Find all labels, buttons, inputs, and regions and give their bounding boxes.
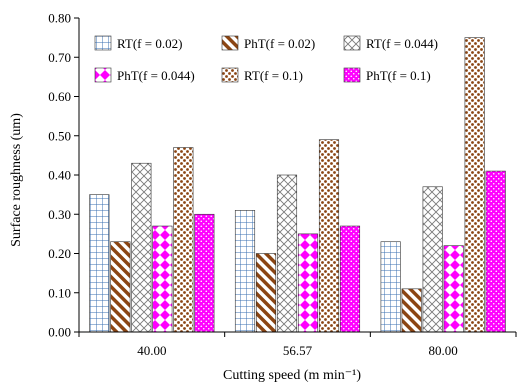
bar [131,162,152,333]
legend-swatch [221,67,239,83]
legend-swatch [94,67,112,83]
y-tick-label: 0.20 [48,246,71,261]
bar [234,210,256,333]
y-tick-label: 0.00 [48,325,71,340]
legend-label: PhT(f = 0.02) [244,36,315,51]
y-tick-label: 0.40 [48,168,71,183]
bar [276,174,298,333]
legend-swatch [343,35,361,51]
bar [485,170,506,333]
legend-swatch [221,35,239,51]
legend-swatch [94,35,112,51]
bar [401,288,422,333]
x-tick-label: 56.57 [283,343,313,358]
bars-group [89,37,506,333]
x-tick-label: 80.00 [429,343,458,358]
legend-label: PhT(f = 0.044) [117,68,195,83]
x-axis: 40.00 56.57 80.00 [78,331,517,358]
y-tick-label: 0.30 [48,207,71,222]
bar [89,194,110,333]
y-tick-label: 0.10 [48,285,71,300]
y-axis: 0.00 0.10 0.20 0.30 0.40 0.50 0.60 0.70 0.80 [48,11,80,340]
bar [380,241,401,333]
bar [443,245,464,333]
legend-label: RT(f = 0.02) [117,36,182,51]
bar [318,139,340,333]
bar [422,186,443,333]
y-tick-label: 0.70 [48,50,71,65]
x-tick-label: 40.00 [137,343,166,358]
bar [194,213,215,333]
legend-label: PhT(f = 0.1) [366,68,431,83]
bar [339,225,361,333]
legend: RT(f = 0.02) PhT(f = 0.02) RT(f = 0.044) Ph… [94,35,438,83]
bar [110,241,131,333]
y-tick-label: 0.60 [48,89,71,104]
y-tick-label: 0.50 [48,128,71,143]
bar [152,225,173,333]
bar [173,147,194,333]
legend-label: RT(f = 0.044) [366,36,438,51]
y-axis-title: Surface roughness (um) [9,113,24,247]
bar [255,253,277,333]
x-axis-title: Cutting speed (m min⁻¹) [223,368,361,383]
legend-label: RT(f = 0.1) [244,68,303,83]
legend-swatch [343,67,361,83]
y-tick-label: 0.80 [48,11,71,26]
bar [464,37,485,333]
bar [297,233,319,333]
